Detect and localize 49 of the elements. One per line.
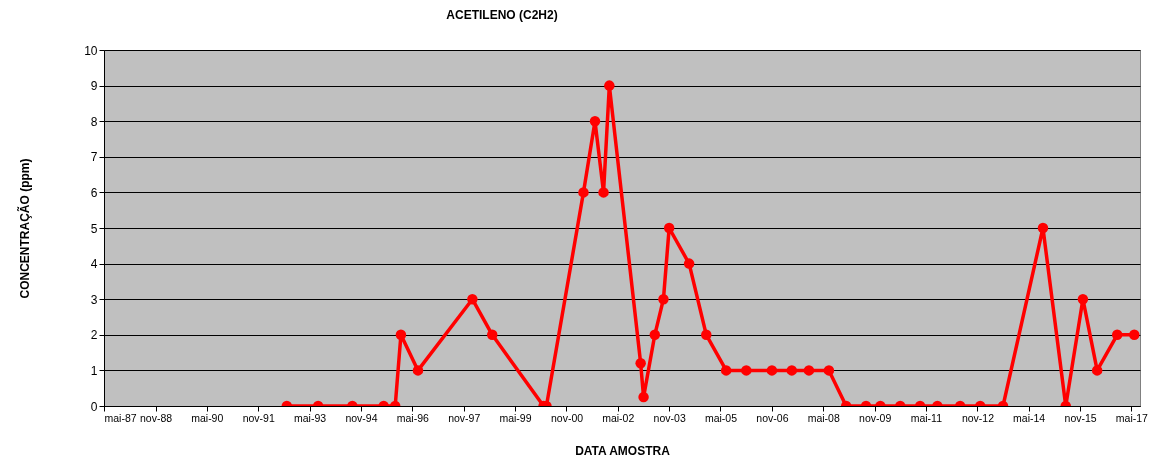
point: [1077, 293, 1089, 305]
x-tick-label: nov-15: [1064, 411, 1097, 424]
x-tick-label: mai-05: [704, 411, 738, 424]
x-tick-label: nov-88: [140, 411, 173, 424]
y-tick-label: 10: [84, 43, 98, 58]
y-tick-label: 2: [90, 328, 98, 343]
x-tick-label: mai-87: [104, 411, 137, 424]
point: [395, 329, 407, 341]
y-tick-label: 6: [90, 185, 98, 200]
y-tick-label: 8: [90, 114, 98, 129]
y-tick-label: 4: [90, 257, 98, 272]
point: [1111, 329, 1123, 341]
x-tick-label: nov-03: [653, 411, 686, 424]
point: [701, 329, 712, 341]
x-tick-label: mai-17: [1115, 411, 1149, 424]
y-tick-label: 1: [90, 363, 98, 378]
y-axis-title: CONCENTRAÇÃO (ppm): [17, 158, 33, 299]
point: [1129, 329, 1140, 341]
point: [683, 258, 695, 269]
x-tick-label: mai-02: [602, 411, 635, 424]
x-tick-label: mai-11: [910, 411, 943, 424]
x-tick-label: nov-06: [756, 411, 789, 424]
point: [649, 329, 661, 341]
point: [658, 293, 669, 305]
x-tick-label: nov-12: [961, 411, 995, 424]
x-tick-label: nov-94: [345, 411, 378, 424]
x-tick-label: nov-09: [859, 411, 892, 424]
point: [663, 222, 675, 234]
point: [1037, 222, 1049, 234]
y-tick-label: 3: [90, 292, 98, 307]
point: [578, 187, 589, 198]
point: [487, 329, 498, 341]
y-tick-label: 7: [90, 150, 98, 165]
point: [467, 293, 478, 305]
x-tick-label: mai-08: [807, 411, 840, 424]
y-tick-label: 0: [90, 399, 98, 414]
x-tick-label: mai-93: [293, 411, 327, 424]
x-tick-label: nov-91: [242, 411, 275, 424]
x-axis-title: DATA AMOSTRA: [575, 444, 671, 458]
x-tick-label: mai-90: [191, 411, 224, 424]
chart-title: ACETILENO (C2H2): [446, 8, 558, 22]
y-tick-label: 9: [90, 79, 98, 94]
point: [598, 187, 609, 198]
y-tick-label: 5: [90, 221, 98, 236]
x-tick-label: nov-00: [550, 411, 584, 424]
x-tick-label: mai-14: [1013, 411, 1046, 424]
x-tick-label: mai-96: [396, 411, 429, 424]
x-tick-label: nov-97: [448, 411, 481, 424]
x-tick-label: mai-99: [499, 411, 532, 424]
